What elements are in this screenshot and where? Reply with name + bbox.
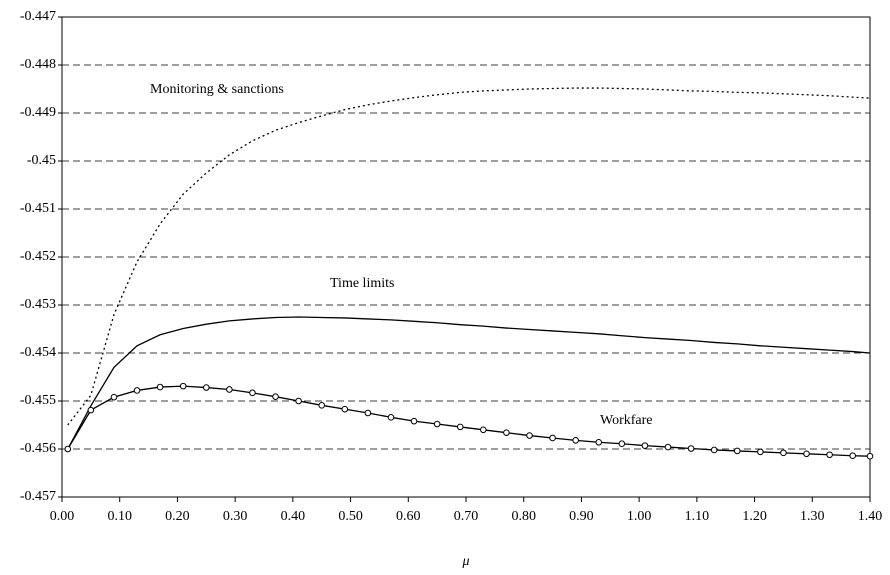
plot-frame bbox=[61, 16, 871, 498]
x-tick-label: 0.30 bbox=[223, 509, 248, 524]
x-tick-label: 0.20 bbox=[165, 509, 190, 524]
series-marker bbox=[341, 405, 349, 413]
series-marker bbox=[202, 384, 210, 391]
series-marker bbox=[87, 406, 95, 414]
y-tick-label: -0.453 bbox=[20, 297, 56, 312]
y-tick-label: -0.449 bbox=[20, 105, 56, 120]
series-marker bbox=[179, 382, 187, 390]
y-tick-label: -0.448 bbox=[20, 57, 56, 72]
series-marker bbox=[595, 438, 603, 446]
series-label: Monitoring & sanctions bbox=[150, 82, 284, 97]
series-marker bbox=[318, 402, 326, 409]
x-tick-label: 0.10 bbox=[107, 509, 132, 524]
series-marker bbox=[687, 445, 695, 452]
series-marker bbox=[110, 393, 118, 401]
y-tick-label: -0.455 bbox=[20, 393, 56, 408]
series-marker bbox=[549, 434, 556, 442]
series-line bbox=[67, 316, 871, 450]
x-tick-label: 0.50 bbox=[338, 509, 363, 524]
x-tick-label: 0.40 bbox=[281, 509, 306, 524]
series-marker bbox=[780, 449, 787, 457]
series-marker bbox=[410, 417, 418, 425]
x-tick-label: 1.40 bbox=[858, 509, 883, 524]
x-tick-label: 1.20 bbox=[742, 509, 767, 524]
series-line bbox=[67, 385, 871, 457]
series-marker bbox=[572, 437, 579, 444]
series-marker bbox=[826, 451, 833, 459]
series-marker bbox=[226, 386, 233, 393]
series-marker bbox=[664, 443, 672, 451]
series-marker bbox=[733, 447, 741, 455]
series-marker bbox=[757, 448, 764, 456]
series-marker bbox=[295, 397, 302, 405]
series-label: Workfare bbox=[600, 413, 653, 428]
y-tick-label: -0.454 bbox=[20, 345, 56, 360]
y-tick-label: -0.452 bbox=[20, 249, 56, 264]
series-marker bbox=[456, 423, 464, 431]
series-line bbox=[67, 87, 871, 426]
series-marker bbox=[156, 383, 164, 391]
x-axis-label: μ bbox=[461, 554, 469, 569]
x-tick-label: 0.00 bbox=[50, 509, 75, 524]
series-marker bbox=[641, 442, 649, 449]
series-marker bbox=[866, 452, 874, 460]
series-marker bbox=[480, 426, 487, 434]
series-marker bbox=[710, 446, 718, 454]
y-tick-label: -0.456 bbox=[20, 441, 56, 456]
series-marker bbox=[849, 452, 856, 460]
series-marker bbox=[249, 389, 256, 397]
series-marker bbox=[433, 420, 441, 428]
y-tick-label: -0.45 bbox=[27, 153, 56, 168]
series-marker bbox=[526, 432, 533, 439]
y-tick-label: -0.457 bbox=[20, 489, 56, 504]
series-marker bbox=[618, 440, 626, 448]
series-label: Time limits bbox=[330, 276, 394, 291]
series-marker bbox=[64, 445, 72, 453]
x-tick-label: 1.00 bbox=[627, 509, 652, 524]
x-tick-label: 0.80 bbox=[511, 509, 536, 524]
series-marker bbox=[503, 429, 510, 436]
series-marker bbox=[364, 409, 372, 417]
x-tick-label: 1.30 bbox=[800, 509, 825, 524]
series-marker bbox=[272, 393, 279, 400]
y-tick-label: -0.447 bbox=[20, 9, 56, 24]
x-tick-label: 1.10 bbox=[685, 509, 710, 524]
y-tick-label: -0.451 bbox=[20, 201, 56, 216]
series-marker bbox=[133, 387, 141, 394]
x-tick-label: 0.90 bbox=[569, 509, 594, 524]
series-marker bbox=[803, 450, 810, 458]
x-tick-label: 0.60 bbox=[396, 509, 421, 524]
series-marker bbox=[387, 414, 395, 421]
x-tick-label: 0.70 bbox=[454, 509, 479, 524]
